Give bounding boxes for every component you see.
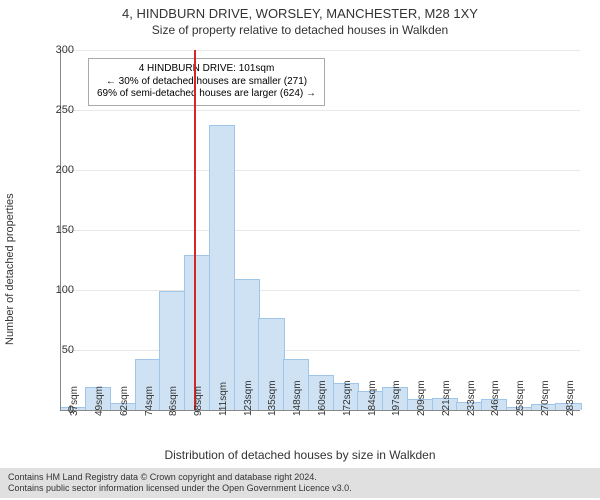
gridline	[60, 350, 580, 351]
chart-area	[60, 50, 580, 410]
attribution-line-1: Contains HM Land Registry data © Crown c…	[8, 472, 592, 483]
ytick-label: 100	[56, 284, 74, 296]
chart-container: 4, HINDBURN DRIVE, WORSLEY, MANCHESTER, …	[0, 0, 600, 500]
ytick-label: 50	[62, 344, 74, 356]
attribution: Contains HM Land Registry data © Crown c…	[0, 468, 600, 498]
gridline	[60, 170, 580, 171]
gridline	[60, 50, 580, 51]
ytick-label: 150	[56, 224, 74, 236]
x-axis-caption: Distribution of detached houses by size …	[0, 448, 600, 462]
gridline	[60, 290, 580, 291]
y-axis-label: Number of detached properties	[4, 193, 16, 345]
histogram-bar	[209, 125, 235, 410]
plot	[60, 50, 580, 410]
ytick-label: 300	[56, 44, 74, 56]
gridline	[60, 230, 580, 231]
attribution-line-2: Contains public sector information licen…	[8, 483, 592, 494]
ytick-label: 250	[56, 104, 74, 116]
page-subtitle: Size of property relative to detached ho…	[0, 21, 600, 37]
ytick-label: 200	[56, 164, 74, 176]
property-marker-line	[194, 50, 196, 410]
gridline	[60, 110, 580, 111]
page-title: 4, HINDBURN DRIVE, WORSLEY, MANCHESTER, …	[0, 0, 600, 21]
